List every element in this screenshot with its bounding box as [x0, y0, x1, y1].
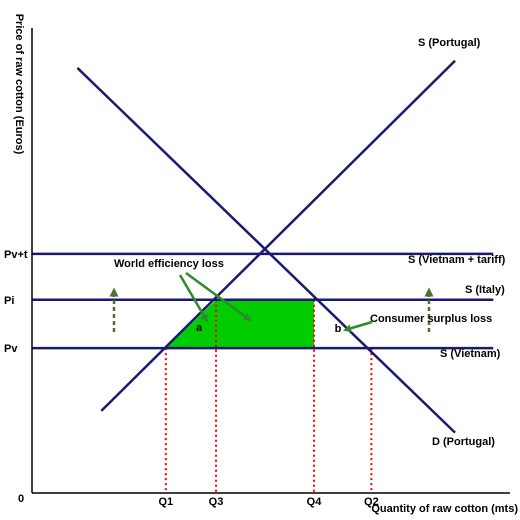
- consumer-surplus-arrow: [343, 320, 373, 333]
- label-s-vietnam-tariff: S (Vietnam + tariff): [408, 254, 506, 266]
- tick-label-q1: Q1: [158, 496, 173, 508]
- tick-label-pv: Pv: [4, 343, 18, 355]
- label-s-portugal: S (Portugal): [418, 37, 481, 49]
- origin-label: 0: [18, 493, 24, 505]
- x-axis-label: Quantity of raw cotton (mts): [371, 503, 518, 515]
- annotation-b: b: [335, 323, 342, 335]
- annotation-a: a: [196, 322, 203, 334]
- label-s-italy: S (Italy): [465, 284, 505, 296]
- label-s-vietnam: S (Vietnam): [440, 348, 501, 360]
- label-d-portugal: D (Portugal): [432, 436, 495, 448]
- y-axis-label: Price of raw cotton (Euros): [13, 14, 25, 155]
- tick-label-q2: Q2: [364, 496, 379, 508]
- tick-label-q4: Q4: [307, 496, 323, 508]
- tick-label-pv-t: Pv+t: [4, 249, 28, 261]
- annotation-world-efficiency-loss: World efficiency loss: [114, 258, 224, 270]
- series-s-portugal: [100, 59, 456, 412]
- shaded-area: [165, 299, 315, 349]
- world-efficiency-arrow-a: [178, 274, 209, 323]
- tick-label-pi: Pi: [4, 295, 14, 307]
- series-d-portugal: [76, 67, 456, 434]
- world-efficiency-arrow-shade: [185, 271, 252, 322]
- annotation-consumer-surplus-loss: Consumer surplus loss: [370, 313, 492, 325]
- tick-label-q3: Q3: [209, 496, 224, 508]
